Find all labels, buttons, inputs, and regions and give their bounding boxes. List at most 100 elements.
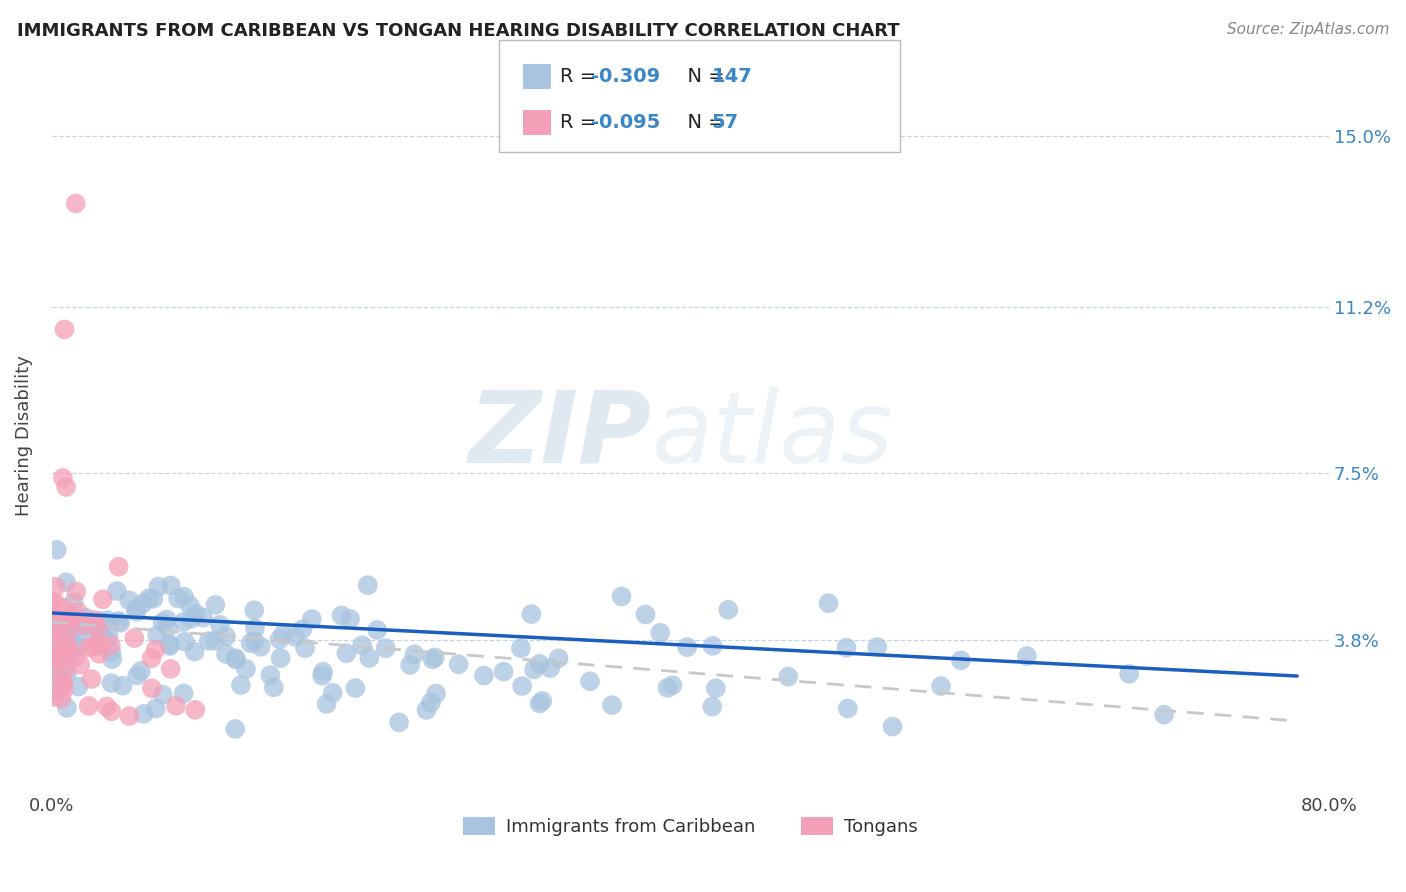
Point	[159, 639, 181, 653]
Point	[52, 677, 75, 691]
Point	[46, 638, 69, 652]
Point	[42, 628, 65, 642]
Point	[44, 639, 66, 653]
Point	[523, 663, 546, 677]
Point	[425, 687, 447, 701]
Point	[301, 612, 323, 626]
Point	[198, 634, 221, 648]
Point	[108, 614, 131, 628]
Point	[45, 542, 67, 557]
Point	[44, 610, 66, 624]
Point	[224, 722, 246, 736]
Point	[72, 618, 94, 632]
Point	[243, 634, 266, 648]
Point	[717, 603, 740, 617]
Point	[77, 640, 100, 655]
Point	[45, 580, 67, 594]
Point	[141, 651, 163, 665]
Point	[105, 584, 128, 599]
Point	[339, 612, 361, 626]
Point	[661, 678, 683, 692]
Point	[96, 632, 118, 647]
Point	[204, 633, 226, 648]
Point	[229, 678, 252, 692]
Point	[249, 640, 271, 654]
Point	[610, 590, 633, 604]
Point	[778, 670, 800, 684]
Point	[89, 647, 111, 661]
Point	[204, 598, 226, 612]
Point	[179, 599, 201, 613]
Point	[422, 652, 444, 666]
Legend: Immigrants from Caribbean, Tongans: Immigrants from Caribbean, Tongans	[456, 809, 925, 843]
Point	[357, 578, 380, 592]
Point	[56, 639, 79, 653]
Point	[65, 584, 87, 599]
Point	[208, 618, 231, 632]
Point	[45, 684, 67, 698]
Point	[118, 593, 141, 607]
Point	[132, 706, 155, 721]
Point	[311, 669, 333, 683]
Point	[138, 591, 160, 606]
Point	[388, 715, 411, 730]
Point	[100, 676, 122, 690]
Point	[538, 661, 561, 675]
Point	[141, 681, 163, 696]
Point	[184, 703, 207, 717]
Point	[59, 611, 82, 625]
Point	[284, 630, 307, 644]
Point	[704, 681, 727, 696]
Point	[65, 649, 87, 664]
Point	[949, 653, 972, 667]
Point	[315, 697, 337, 711]
Point	[294, 641, 316, 656]
Point	[344, 681, 367, 695]
Point	[1015, 649, 1038, 664]
Point	[48, 674, 70, 689]
Point	[180, 611, 202, 625]
Point	[366, 623, 388, 637]
Point	[173, 590, 195, 604]
Point	[270, 651, 292, 665]
Point	[579, 674, 602, 689]
Point	[75, 610, 97, 624]
Point	[41, 665, 63, 680]
Text: 147: 147	[711, 67, 752, 86]
Point	[239, 636, 262, 650]
Point	[243, 603, 266, 617]
Point	[142, 591, 165, 606]
Point	[322, 686, 344, 700]
Text: Source: ZipAtlas.com: Source: ZipAtlas.com	[1226, 22, 1389, 37]
Point	[41, 595, 63, 609]
Text: R =: R =	[560, 113, 602, 132]
Point	[44, 594, 66, 608]
Point	[55, 663, 77, 677]
Point	[58, 607, 80, 621]
Point	[419, 696, 441, 710]
Point	[44, 616, 66, 631]
Point	[510, 679, 533, 693]
Point	[531, 694, 554, 708]
Point	[132, 597, 155, 611]
Point	[52, 471, 75, 485]
Point	[1118, 666, 1140, 681]
Point	[529, 657, 551, 671]
Point	[67, 640, 90, 654]
Point	[66, 639, 89, 653]
Point	[56, 656, 79, 670]
Point	[52, 620, 75, 634]
Point	[59, 611, 82, 625]
Point	[55, 575, 77, 590]
Text: atlas: atlas	[652, 387, 894, 483]
Point	[48, 658, 70, 673]
Point	[472, 668, 495, 682]
Point	[65, 196, 87, 211]
Point	[66, 605, 89, 619]
Point	[259, 668, 281, 682]
Point	[215, 629, 238, 643]
Point	[702, 639, 724, 653]
Point	[866, 640, 889, 654]
Point	[83, 613, 105, 627]
Point	[676, 640, 699, 655]
